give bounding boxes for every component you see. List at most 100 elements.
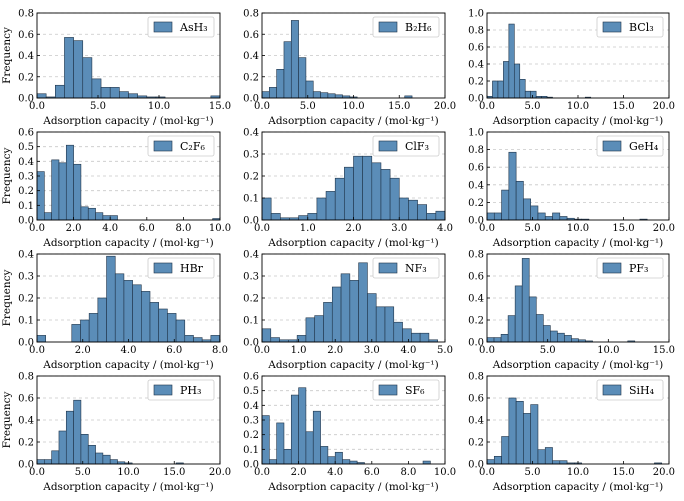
histogram-bar xyxy=(58,430,67,465)
histogram-bar xyxy=(305,80,314,99)
y-tick-label: 0.0 xyxy=(243,216,259,227)
y-tick-label: 0.4 xyxy=(18,416,34,427)
x-tick-label: 5.0 xyxy=(525,467,541,478)
x-tick-label: 5.0 xyxy=(525,223,541,234)
x-tick-label: 10.0 xyxy=(209,223,231,234)
x-tick-label: 15.0 xyxy=(653,345,675,356)
legend-swatch xyxy=(602,140,622,152)
x-axis-label: Adsorption capacity / (mol·kg⁻¹) xyxy=(267,237,438,249)
x-tick-label: 0.0 xyxy=(254,345,270,356)
histogram-bar xyxy=(524,90,531,99)
histogram-bar xyxy=(261,415,270,465)
y-tick-label: 0.3 xyxy=(18,272,34,283)
histogram-bar xyxy=(44,459,52,465)
y-tick-label: 1.0 xyxy=(468,128,484,139)
histogram-bar xyxy=(493,337,502,343)
x-tick-label: 5.0 xyxy=(90,101,106,112)
legend-label: B₂H₆ xyxy=(405,21,432,34)
histogram-bar xyxy=(298,57,307,99)
histogram-bar xyxy=(508,151,517,221)
y-tick-label: 0.8 xyxy=(468,145,484,156)
x-tick-label: 4.0 xyxy=(400,345,416,356)
y-tick-label: 0.2 xyxy=(468,438,484,449)
x-tick-label: 0.0 xyxy=(254,101,270,112)
histogram-bar xyxy=(537,449,546,465)
legend-swatch xyxy=(602,262,622,274)
x-tick-label: 4.0 xyxy=(437,223,453,234)
x-tick-label: 20.0 xyxy=(653,467,675,478)
histogram-bar xyxy=(312,91,321,99)
x-tick-label: 2.0 xyxy=(327,345,343,356)
legend-label: SiH₄ xyxy=(629,384,655,397)
histogram-bar xyxy=(550,330,558,343)
y-tick-label: 0.6 xyxy=(18,30,34,41)
histogram-bar xyxy=(102,215,111,221)
histogram-bar xyxy=(492,80,499,99)
histogram-bar xyxy=(519,79,526,99)
y-tick-label: 0.4 xyxy=(468,416,484,427)
y-tick-label: 0.4 xyxy=(243,128,259,139)
x-tick-label: 0.0 xyxy=(29,223,45,234)
x-tick-label: 0.0 xyxy=(479,345,495,356)
legend-label: GeH₄ xyxy=(629,140,659,153)
histogram-bar xyxy=(149,302,159,343)
histogram-bar xyxy=(320,446,329,465)
y-tick-label: 0.4 xyxy=(243,250,259,261)
histogram-bar xyxy=(514,285,523,343)
legend-swatch xyxy=(602,21,622,33)
histogram-bar xyxy=(36,335,46,343)
histogram-bar xyxy=(411,332,421,343)
legend-label: BCl₃ xyxy=(629,21,654,34)
histogram-bar xyxy=(314,315,324,343)
legend-swatch xyxy=(153,262,173,274)
legend-swatch xyxy=(378,21,398,33)
histogram-bar xyxy=(88,313,99,343)
legend-swatch xyxy=(153,140,173,152)
legend-label: C₂F₆ xyxy=(180,140,205,153)
x-axis-label: Adsorption capacity / (mol·kg⁻¹) xyxy=(492,359,663,371)
legend-swatch xyxy=(602,384,622,396)
histogram-bar xyxy=(36,171,45,221)
histogram-bar xyxy=(523,413,531,465)
histogram-bar xyxy=(389,177,400,221)
x-tick-label: 10.0 xyxy=(597,345,619,356)
y-tick-label: 0.0 xyxy=(243,94,259,105)
histogram-panel: 0.0 5.0 10.0 15.0 0.0 0.2 0.4 0.6 0.8 Adsorption … xyxy=(1,9,231,128)
x-tick-label: 0.0 xyxy=(479,223,495,234)
x-tick-label: 15.0 xyxy=(163,467,185,478)
x-tick-label: 15.0 xyxy=(612,223,634,234)
y-tick-label: 0.4 xyxy=(243,51,259,62)
histogram-bar xyxy=(417,204,427,221)
histogram-bar xyxy=(564,335,572,343)
x-tick-label: 5.0 xyxy=(75,467,91,478)
histogram-bar xyxy=(501,189,510,221)
histogram-bar xyxy=(544,216,553,221)
histogram-bar xyxy=(54,84,65,99)
y-tick-label: 0.8 xyxy=(18,9,34,20)
histogram-bar xyxy=(298,215,309,221)
x-tick-label: 10.0 xyxy=(567,101,589,112)
y-tick-label: 0.3 xyxy=(18,172,34,183)
histogram-bar xyxy=(128,93,138,99)
x-tick-label: 3.0 xyxy=(364,345,380,356)
histogram-bar xyxy=(507,315,516,343)
histogram-bar xyxy=(334,451,343,465)
y-tick-label: 0.0 xyxy=(243,460,259,471)
histogram-bar xyxy=(334,177,345,221)
x-tick-label: 20.0 xyxy=(434,101,456,112)
histogram-bar xyxy=(290,394,299,465)
x-tick-label: 4.0 xyxy=(327,467,343,478)
histogram-bar xyxy=(305,317,316,343)
y-tick-label: 0.4 xyxy=(468,60,484,71)
y-tick-label: 0.6 xyxy=(468,163,484,174)
histogram-bar xyxy=(358,262,368,343)
legend-swatch xyxy=(153,21,173,33)
histogram-panel: 0.0 5.0 10.0 15.0 20.0 0.0 0.2 0.4 0.6 0.8 1.0 Adso… xyxy=(468,128,675,250)
histogram-panel: 0.0 1.0 2.0 3.0 4.0 0.0 0.1 0.2 0.3 0.4 Adsorption… xyxy=(243,128,453,250)
y-tick-label: 0.0 xyxy=(18,460,34,471)
histogram-bar xyxy=(508,23,515,99)
histogram-bar xyxy=(320,92,329,99)
y-tick-label: 0.8 xyxy=(468,26,484,37)
y-tick-label: 0.5 xyxy=(18,142,34,153)
histogram-bar xyxy=(44,212,52,221)
